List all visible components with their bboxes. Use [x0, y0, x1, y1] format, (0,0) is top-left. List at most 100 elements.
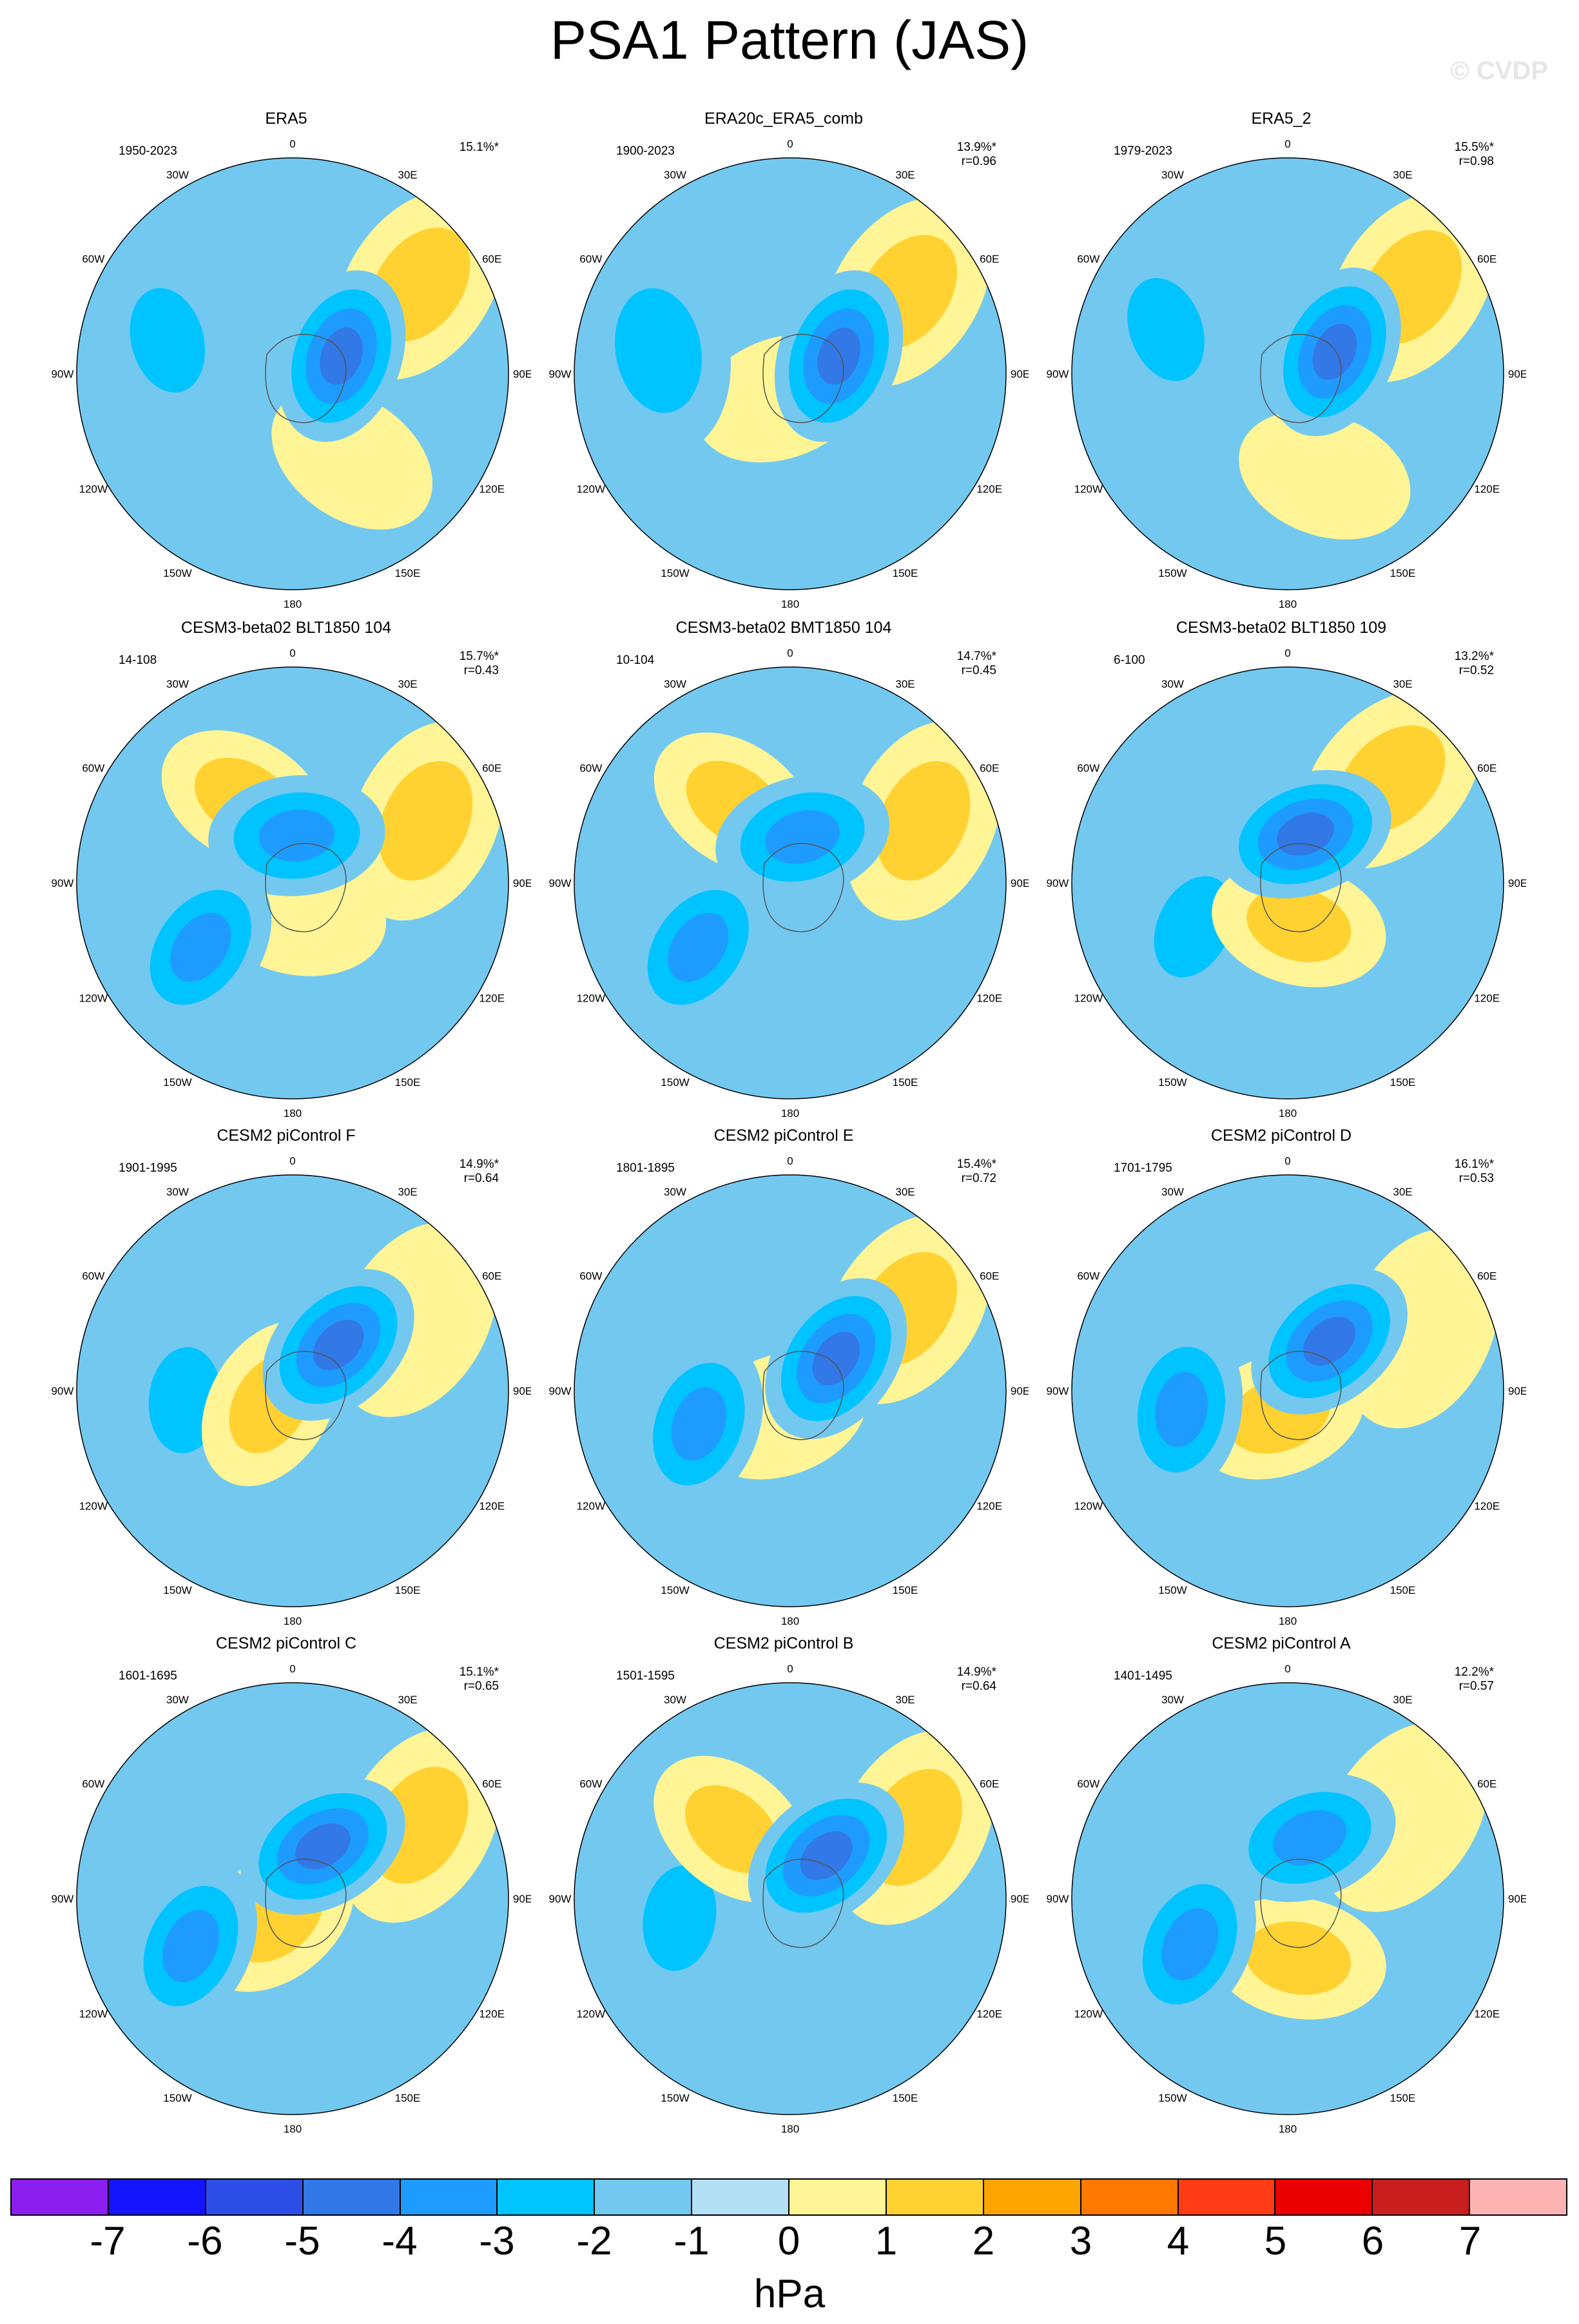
anomaly-contour	[1273, 1810, 1347, 1866]
longitude-label: 60E	[482, 762, 501, 775]
longitude-label: 120W	[577, 2008, 605, 2020]
colorbar-swatch	[1081, 2180, 1179, 2214]
anomaly-contour	[313, 1319, 364, 1371]
panel-title: ERA5	[265, 110, 307, 128]
longitude-label: 150W	[661, 1076, 689, 1089]
longitude-label: 150E	[1390, 567, 1416, 579]
panel-title: CESM2 piControl B	[713, 1634, 854, 1652]
longitude-label: 120E	[1474, 1500, 1500, 1513]
longitude-label: 60E	[980, 1270, 999, 1283]
longitude-label: 30E	[1393, 169, 1412, 181]
anomaly-contour	[1246, 887, 1351, 962]
longitude-label: 60E	[482, 1270, 501, 1283]
longitude-label: 120E	[479, 1500, 505, 1513]
anomaly-contour	[258, 809, 335, 862]
longitude-label: 30E	[398, 1186, 417, 1198]
longitude-label: 120W	[79, 483, 108, 496]
longitude-label: 90W	[52, 1385, 74, 1397]
longitude-label: 60E	[482, 253, 501, 266]
longitude-label: 30E	[1393, 678, 1412, 690]
colorbar-swatch	[692, 2180, 790, 2214]
longitude-label: 90W	[52, 877, 74, 889]
map-panel: CESM3-beta02 BMT1850 104 10-104 14.7%* r=0.…	[539, 619, 1054, 1134]
panel-title: CESM2 piControl C	[215, 1634, 357, 1652]
map-panel: ERA20c_ERA5_comb 1900-2023 13.9%* r=0.96 0 30…	[539, 110, 1054, 625]
polar-map: 0 30E 60E 90E 120E 150E 180 150W 120W 90W 60W 30W	[52, 138, 531, 610]
longitude-label: 30W	[166, 169, 189, 181]
colorbar-swatch	[400, 2180, 498, 2214]
longitude-label: 60W	[1077, 1778, 1099, 1790]
antarctica-coastline	[1260, 843, 1342, 933]
longitude-label: 120E	[976, 2008, 1002, 2020]
map-panel: CESM2 piControl D 1701-1795 16.1%* r=0.53 0 3…	[1036, 1127, 1552, 1642]
anomaly-contour	[378, 760, 473, 881]
colorbar-swatch	[303, 2180, 401, 2214]
longitude-label: 60W	[82, 1270, 104, 1283]
antarctica-coastline	[265, 1351, 347, 1440]
map-boundary	[76, 157, 509, 590]
map-boundary	[574, 157, 1007, 590]
anomaly-contour	[615, 288, 702, 413]
longitude-label: 0	[787, 647, 793, 659]
longitude-label: 60W	[579, 1270, 602, 1283]
longitude-label: 120E	[976, 993, 1002, 1005]
longitude-label: 60W	[82, 253, 104, 266]
longitude-label: 120W	[577, 483, 605, 496]
longitude-label: 90E	[1508, 368, 1526, 380]
map-panel: CESM3-beta02 BLT1850 109 6-100 13.2%* r=0.5…	[1036, 619, 1552, 1134]
longitude-label: 30E	[895, 678, 915, 690]
longitude-label: 0	[1284, 138, 1290, 150]
longitude-label: 90W	[1047, 1893, 1069, 1905]
longitude-label: 90E	[1011, 1385, 1029, 1397]
longitude-label: 120E	[976, 1500, 1002, 1513]
variance-explained: 14.9%*	[956, 1665, 996, 1679]
longitude-label: 60E	[980, 762, 999, 775]
longitude-label: 90W	[549, 368, 572, 380]
map-boundary	[76, 1174, 509, 1607]
anomaly-contour	[1127, 278, 1205, 382]
longitude-label: 30W	[1161, 1694, 1184, 1706]
longitude-label: 60W	[1077, 253, 1099, 266]
longitude-label: 120E	[479, 993, 505, 1005]
longitude-label: 30E	[895, 1694, 915, 1706]
pattern-correlation: r=0.53	[1458, 1172, 1494, 1185]
longitude-label: 120W	[577, 993, 605, 1005]
colorbar-tick-label: 3	[1069, 2219, 1092, 2263]
longitude-label: 120W	[1074, 1500, 1103, 1513]
panel-period: 1979-2023	[1114, 144, 1172, 158]
longitude-label: 90E	[1508, 1385, 1526, 1397]
longitude-label: 90E	[513, 368, 531, 380]
pattern-correlation: r=0.52	[1458, 664, 1494, 677]
pattern-correlation: r=0.98	[1458, 155, 1494, 168]
antarctica-coastline	[265, 843, 347, 933]
longitude-label: 120E	[479, 483, 505, 496]
colorbar-tick-label: 2	[972, 2219, 995, 2263]
map-panel: CESM2 piControl C 1601-1695 15.1%* r=0.65 0 3…	[41, 1634, 557, 2150]
longitude-label: 0	[1284, 647, 1290, 659]
map-panel: ERA5_2 1979-2023 15.5%* r=0.98 0 30E 60E 90E 120…	[1036, 110, 1552, 625]
longitude-label: 30E	[398, 1694, 417, 1706]
map-boundary	[1071, 666, 1504, 1099]
anomaly-contour	[643, 1865, 717, 1971]
longitude-label: 60E	[980, 253, 999, 266]
longitude-label: 30E	[1393, 1186, 1412, 1198]
longitude-label: 0	[289, 647, 295, 659]
longitude-label: 150W	[1158, 1076, 1187, 1089]
longitude-label: 30E	[895, 169, 915, 181]
map-boundary	[1071, 1174, 1504, 1607]
map-panel: CESM2 piControl F 1901-1995 14.9%* r=0.64 0 3…	[41, 1127, 557, 1642]
longitude-label: 30W	[1161, 169, 1184, 181]
longitude-label: 90W	[549, 1385, 572, 1397]
longitude-label: 150W	[163, 1076, 191, 1089]
longitude-label: 180	[284, 598, 302, 610]
anomaly-contour	[1303, 1317, 1356, 1366]
panel-period: 14-108	[119, 654, 157, 667]
panel-period: 1900-2023	[616, 144, 675, 158]
longitude-label: 0	[787, 1663, 793, 1675]
colorbar-tick-label: -4	[382, 2219, 418, 2263]
colorbar-swatch	[108, 2180, 206, 2214]
antarctica-coastline	[762, 1859, 844, 1948]
longitude-label: 150W	[163, 567, 191, 579]
polar-map: 0 30E 60E 90E 120E 150E 180 150W 120W 90W 60W 30W	[549, 1663, 1029, 2135]
longitude-label: 60E	[1477, 762, 1497, 775]
